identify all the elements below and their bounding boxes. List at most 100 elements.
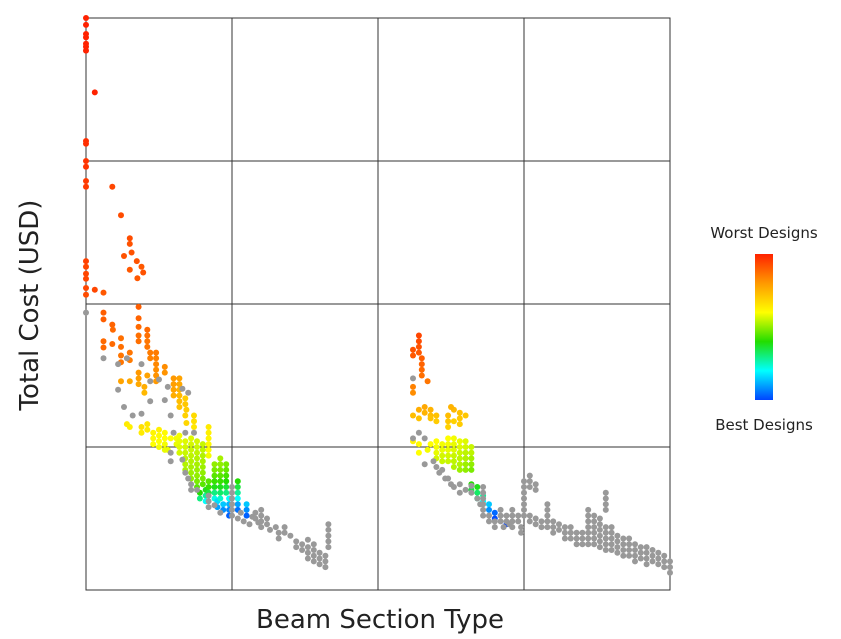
data-point [83,15,89,21]
data-point [234,484,241,490]
data-point [100,344,107,351]
data-point-gray [503,512,510,519]
data-point [205,429,212,436]
data-point [415,343,422,350]
data-point-gray [115,361,122,368]
data-point [138,424,145,430]
data-point [153,355,160,362]
data-point [462,466,469,473]
data-point-gray [182,429,189,436]
data-point-gray [480,495,487,502]
data-point [199,481,206,488]
data-point-gray [480,489,487,496]
data-point-gray [550,524,557,531]
data-point-gray [626,535,633,542]
data-point-gray [526,484,533,490]
data-point-gray [649,552,656,559]
data-point [433,412,440,419]
data-point [199,475,206,482]
data-point [427,406,434,413]
data-point [141,383,148,390]
data-point [118,378,124,385]
data-point [176,444,183,450]
data-point [126,266,133,273]
data-point [445,412,452,419]
data-point [234,495,241,502]
data-point [144,326,151,333]
data-point-gray [421,461,428,468]
data-point-gray [229,489,235,496]
data-point [109,341,116,347]
data-point [456,455,463,462]
data-point-gray [591,518,598,525]
data-point [176,392,183,399]
data-point [486,501,492,508]
data-point-gray [532,481,539,488]
data-point [100,309,107,316]
data-point [415,415,422,422]
data-point [474,489,481,496]
data-point [456,421,463,428]
data-point [191,424,197,430]
data-point-gray [561,524,568,531]
data-point-gray [667,569,673,576]
data-point [138,263,145,270]
data-point-gray [325,526,332,533]
data-point-gray [526,478,533,485]
data-point-gray [237,509,244,516]
data-point-gray [275,535,282,542]
data-point-gray [544,524,551,531]
data-point [153,366,160,373]
data-point-gray [164,383,171,390]
data-point [450,446,457,453]
data-point-gray [322,564,329,571]
data-point-gray [500,524,507,531]
data-point [161,435,168,442]
data-point-gray [217,509,224,516]
data-point [144,421,151,428]
data-point [462,438,469,445]
data-point [439,458,446,465]
data-point-gray [526,512,533,519]
data-point-gray [655,561,662,568]
data-point-gray [596,515,603,522]
data-point [83,291,89,298]
data-point-gray [100,355,107,362]
data-point [134,275,141,282]
data-point-gray [655,555,662,562]
data-point-gray [275,529,282,536]
data-point-gray [585,524,592,531]
data-point-gray [579,541,586,548]
data-point [418,366,425,373]
data-point-gray [486,518,492,525]
data-point [135,315,142,322]
data-point-gray [591,535,598,542]
data-point-gray [614,544,621,551]
data-point [433,449,440,456]
data-point [223,478,230,485]
data-point [418,361,425,368]
data-point [183,406,190,413]
data-point-gray [497,512,504,519]
data-point [456,438,463,445]
data-point-gray [167,449,174,456]
data-point-gray [521,512,527,519]
data-point-gray [229,484,235,490]
data-point-gray [185,475,192,482]
data-point-gray [310,541,317,548]
data-point [182,412,189,419]
data-point-gray [620,541,627,548]
data-point [83,34,89,41]
data-point [135,303,142,310]
data-point [450,418,457,425]
data-point [220,501,227,508]
data-point [211,461,218,468]
data-point [199,452,206,459]
data-point-gray [637,555,644,562]
data-point-gray [83,309,89,316]
data-point [109,326,116,333]
data-point-gray [643,555,650,562]
data-point [421,409,428,416]
data-point [462,449,469,456]
data-point [170,375,177,382]
